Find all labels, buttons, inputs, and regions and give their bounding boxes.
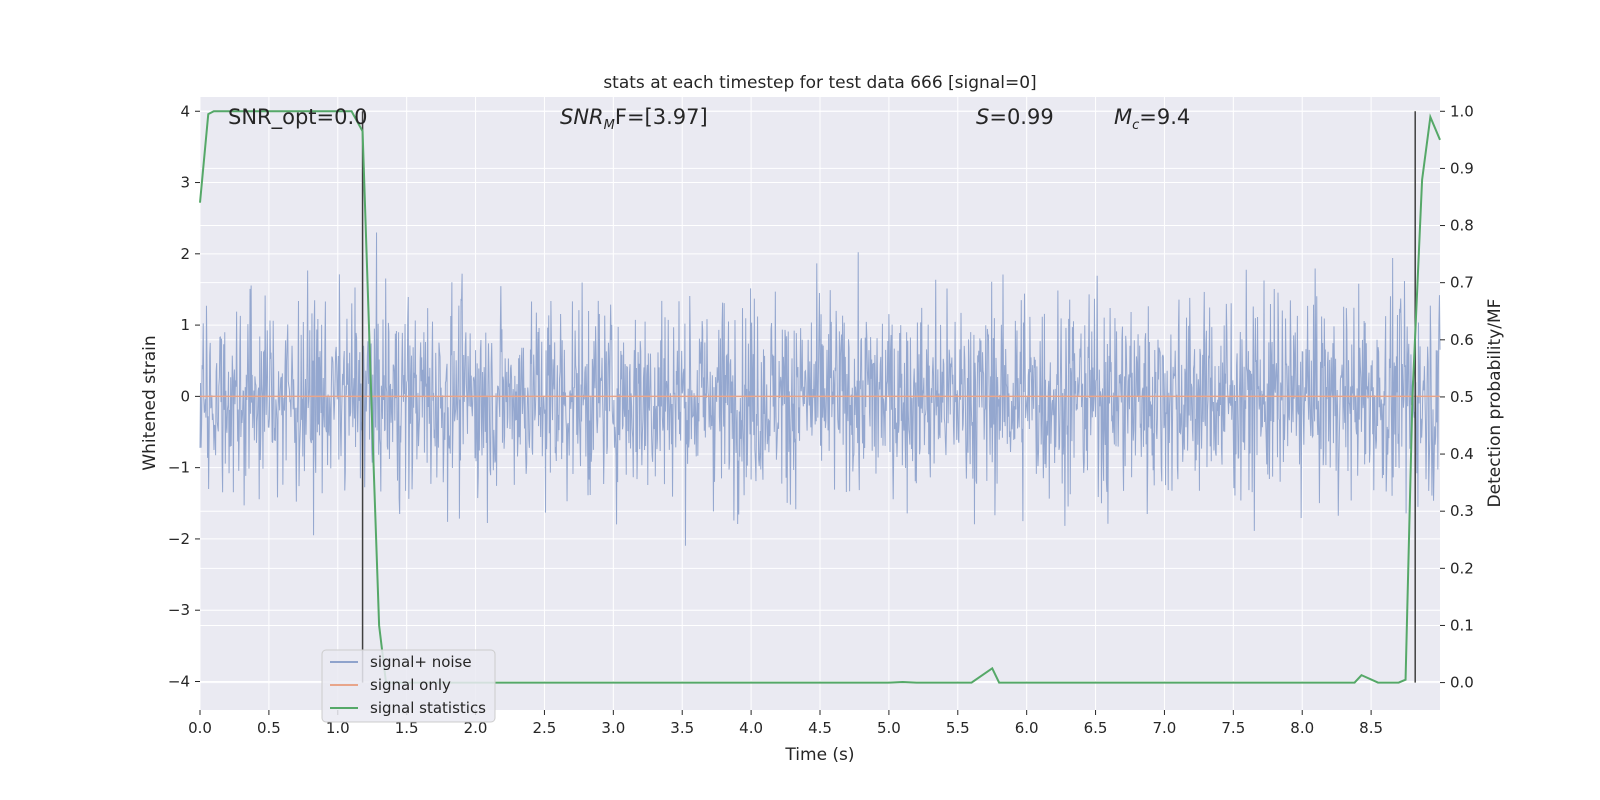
x-tick-label: 1.0 <box>326 719 350 737</box>
annotation-snr-mf: SNRMF=[3.97] <box>560 105 708 133</box>
signal-noise-line <box>199 232 1441 546</box>
y-right-tick-label: 0.1 <box>1450 616 1474 634</box>
y-left-tick-label: 4 <box>180 102 190 120</box>
x-tick-label: 0.0 <box>188 719 212 737</box>
signal-statistics-series <box>199 110 1441 684</box>
x-tick-label: 6.0 <box>1015 719 1039 737</box>
y-right-tick-label: 0.8 <box>1450 217 1474 235</box>
x-tick-label: 4.5 <box>808 719 832 737</box>
y-left-tick-label: 1 <box>180 316 190 334</box>
y-left-tick-label: 3 <box>180 174 190 192</box>
signal-noise-series <box>199 232 1441 546</box>
y-left-tick-label: −3 <box>168 601 190 619</box>
legend: signal+ noise signal only signal statist… <box>321 649 496 723</box>
y-left-tick-label: 2 <box>180 245 190 263</box>
y-right-tick-label: 0.7 <box>1450 274 1474 292</box>
y-axis-left-label: Whitened strain <box>140 335 160 470</box>
x-tick-label: 3.0 <box>601 719 625 737</box>
y-right-tick-label: 0.9 <box>1450 159 1474 177</box>
x-axis-ticks: 0.0 0.5 1.0 1.5 2.0 2.5 3.0 3.5 4.0 4.5 5.0 5.5 6.0 6… <box>188 710 1383 737</box>
y-right-tick-label: 0.4 <box>1450 445 1474 463</box>
annotation-mc: Mc=9.4 <box>1114 105 1190 133</box>
y-axis-right-ticks: 0.0 0.1 0.2 0.3 0.4 0.5 0.6 0.7 0.8 0.9 1.0 <box>1440 102 1474 692</box>
x-tick-label: 5.0 <box>877 719 901 737</box>
y-right-tick-label: 0.5 <box>1450 388 1474 406</box>
x-tick-label: 6.5 <box>1084 719 1108 737</box>
x-tick-label: 5.5 <box>946 719 970 737</box>
y-left-tick-label: −1 <box>168 459 190 477</box>
x-tick-label: 1.5 <box>395 719 419 737</box>
chart-title: stats at each timestep for test data 666… <box>603 73 1036 93</box>
x-tick-label: 3.5 <box>670 719 694 737</box>
signal-statistics-line <box>199 110 1441 684</box>
x-tick-label: 0.5 <box>257 719 281 737</box>
y-axis-right-label: Detection probability/MF <box>1485 299 1505 508</box>
y-left-tick-label: 0 <box>180 387 190 405</box>
y-right-tick-label: 0.6 <box>1450 331 1474 349</box>
y-right-tick-label: 0.0 <box>1450 674 1474 692</box>
y-left-tick-label: −2 <box>168 530 190 548</box>
annotation-snr-opt: SNR_opt=0.0 <box>228 105 368 130</box>
y-axis-left-ticks: −4 −3 −2 −1 0 1 2 3 4 <box>168 102 200 690</box>
x-tick-label: 8.0 <box>1290 719 1314 737</box>
legend-label-statistics: signal statistics <box>370 699 486 717</box>
x-tick-label: 7.5 <box>1221 719 1245 737</box>
vertical-markers <box>361 111 1416 683</box>
annotation-s: S=0.99 <box>976 105 1054 129</box>
x-tick-label: 8.5 <box>1359 719 1383 737</box>
annotations: SNR_opt=0.0 SNRMF=[3.97] S=0.99 Mc=9.4 <box>228 105 1190 133</box>
y-right-tick-label: 0.3 <box>1450 502 1474 520</box>
y-left-tick-label: −4 <box>168 672 190 690</box>
x-axis-label: Time (s) <box>784 745 854 765</box>
y-right-tick-label: 1.0 <box>1450 102 1474 120</box>
legend-label-signal-only: signal only <box>370 676 451 694</box>
x-tick-label: 2.0 <box>464 719 488 737</box>
x-tick-label: 2.5 <box>533 719 557 737</box>
x-tick-label: 4.0 <box>739 719 763 737</box>
legend-box <box>321 649 496 723</box>
y-right-tick-label: 0.2 <box>1450 559 1474 577</box>
x-tick-label: 7.0 <box>1153 719 1177 737</box>
legend-label-noise: signal+ noise <box>370 653 472 671</box>
